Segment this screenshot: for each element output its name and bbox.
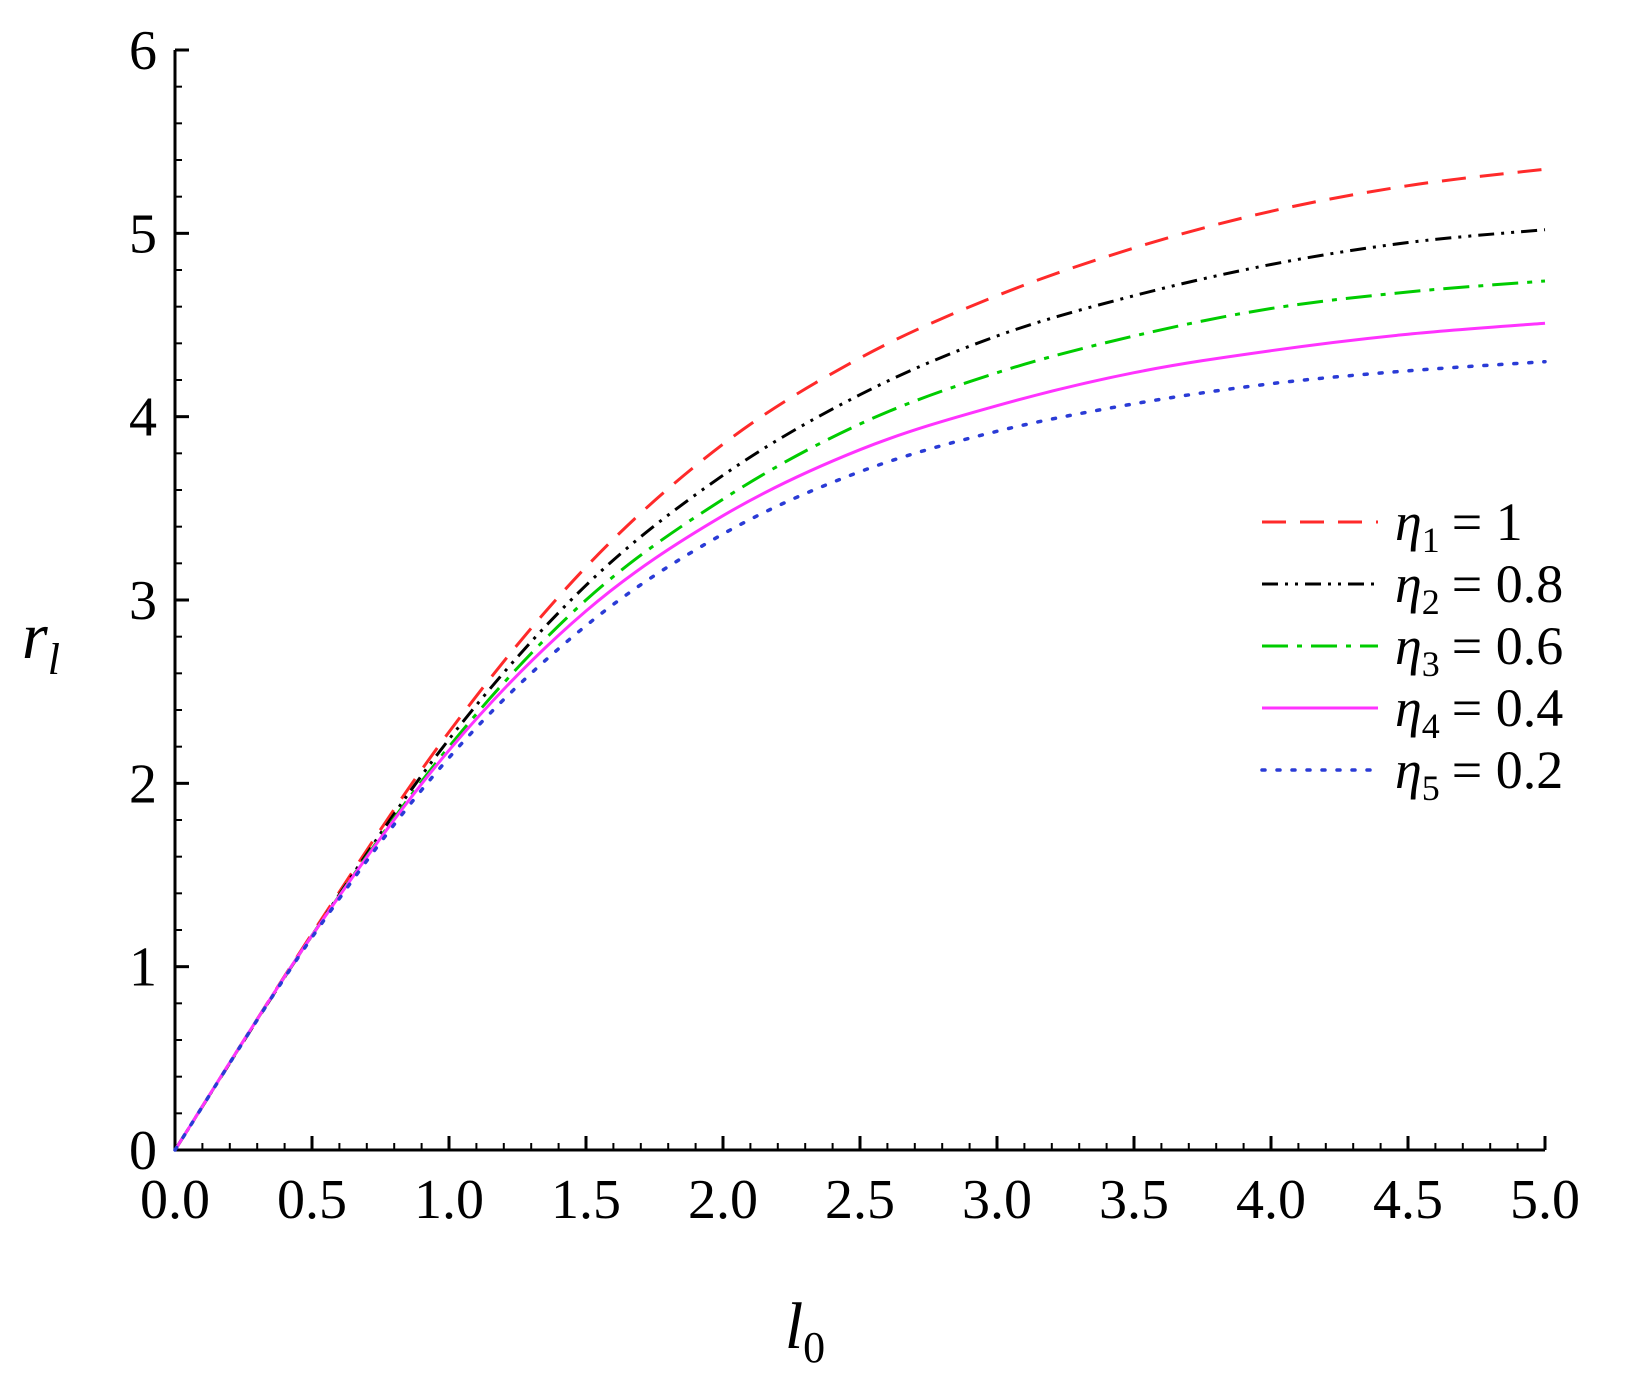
y-tick-label: 2: [129, 753, 157, 815]
legend-subscript: 4: [1422, 706, 1440, 746]
x-axis-label-main: l: [785, 1290, 803, 1363]
legend-value: = 0.6: [1452, 616, 1563, 676]
legend-subscript: 3: [1422, 644, 1440, 684]
legend-symbol: η: [1395, 678, 1422, 738]
legend-label-3: η3 = 0.6: [1395, 616, 1563, 684]
legend-symbol: η: [1395, 492, 1422, 552]
y-tick-label: 4: [129, 387, 157, 449]
legend-subscript: 1: [1422, 520, 1440, 560]
y-tick-label: 6: [129, 20, 157, 82]
legend-symbol: η: [1395, 616, 1422, 676]
x-tick-label: 0.5: [277, 1169, 347, 1231]
x-tick-label: 2.0: [688, 1169, 758, 1231]
x-tick-label: 1.5: [551, 1169, 621, 1231]
legend: η1 = 1η2 = 0.8η3 = 0.6η4 = 0.4η5 = 0.2: [1260, 492, 1563, 808]
legend-value: = 0.2: [1452, 740, 1563, 800]
x-axis-label-sub: 0: [803, 1323, 825, 1372]
x-tick-label: 3.5: [1099, 1169, 1169, 1231]
y-tick-label: 1: [129, 937, 157, 999]
legend-subscript: 2: [1422, 582, 1440, 622]
y-tick-label: 5: [129, 203, 157, 265]
series-line-5: [173, 359, 1547, 1152]
x-tick-label: 4.5: [1373, 1169, 1443, 1231]
legend-value: = 0.8: [1452, 554, 1563, 614]
legend-value: = 1: [1452, 492, 1523, 552]
y-axis-label: rl: [22, 600, 60, 684]
x-tick-label: 5.0: [1510, 1169, 1580, 1231]
legend-subscript: 5: [1422, 768, 1440, 808]
legend-label-1: η1 = 1: [1395, 492, 1523, 560]
legend-value: = 0.4: [1452, 678, 1563, 738]
legend-label-5: η5 = 0.2: [1395, 740, 1563, 808]
y-axis-label-main: r: [22, 600, 48, 673]
x-tick-label: 3.0: [962, 1169, 1032, 1231]
ticks: 0.0 0.5 1.0 1.5 2.0 2.5 3.0 3.5 4.0 4.5 5.0 0 1 2 3 4 5 6: [129, 20, 1580, 1231]
x-tick-label: 2.5: [825, 1169, 895, 1231]
series-line-1: [173, 167, 1546, 1151]
x-tick-label: 4.0: [1236, 1169, 1306, 1231]
series-lines: [173, 167, 1547, 1152]
legend-symbol: η: [1395, 554, 1422, 614]
y-axis-label-sub: l: [48, 635, 60, 684]
legend-symbol: η: [1395, 740, 1422, 800]
axes: [173, 50, 1545, 1152]
series-line-4: [173, 321, 1546, 1151]
x-axis-label: l0: [785, 1290, 825, 1372]
y-tick-label: 3: [129, 570, 157, 632]
y-tick-label: 0: [129, 1120, 157, 1182]
series-line-3: [173, 279, 1546, 1151]
x-tick-label: 1.0: [414, 1169, 484, 1231]
legend-label-2: η2 = 0.8: [1395, 554, 1563, 622]
legend-label-4: η4 = 0.4: [1395, 678, 1563, 746]
x-tick-label: 0.0: [140, 1169, 210, 1231]
series-line-2: [173, 228, 1546, 1151]
